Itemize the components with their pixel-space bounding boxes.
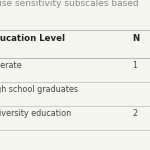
Text: Education Level: Education Level (0, 34, 65, 43)
Text: noise sensitivity subscales based: noise sensitivity subscales based (0, 0, 139, 8)
Text: University education: University education (0, 109, 71, 118)
Text: 2: 2 (132, 109, 137, 118)
Text: High school graduates: High school graduates (0, 85, 78, 94)
Text: 1: 1 (132, 61, 137, 70)
Text: N: N (132, 34, 139, 43)
Text: Illiterate: Illiterate (0, 61, 22, 70)
